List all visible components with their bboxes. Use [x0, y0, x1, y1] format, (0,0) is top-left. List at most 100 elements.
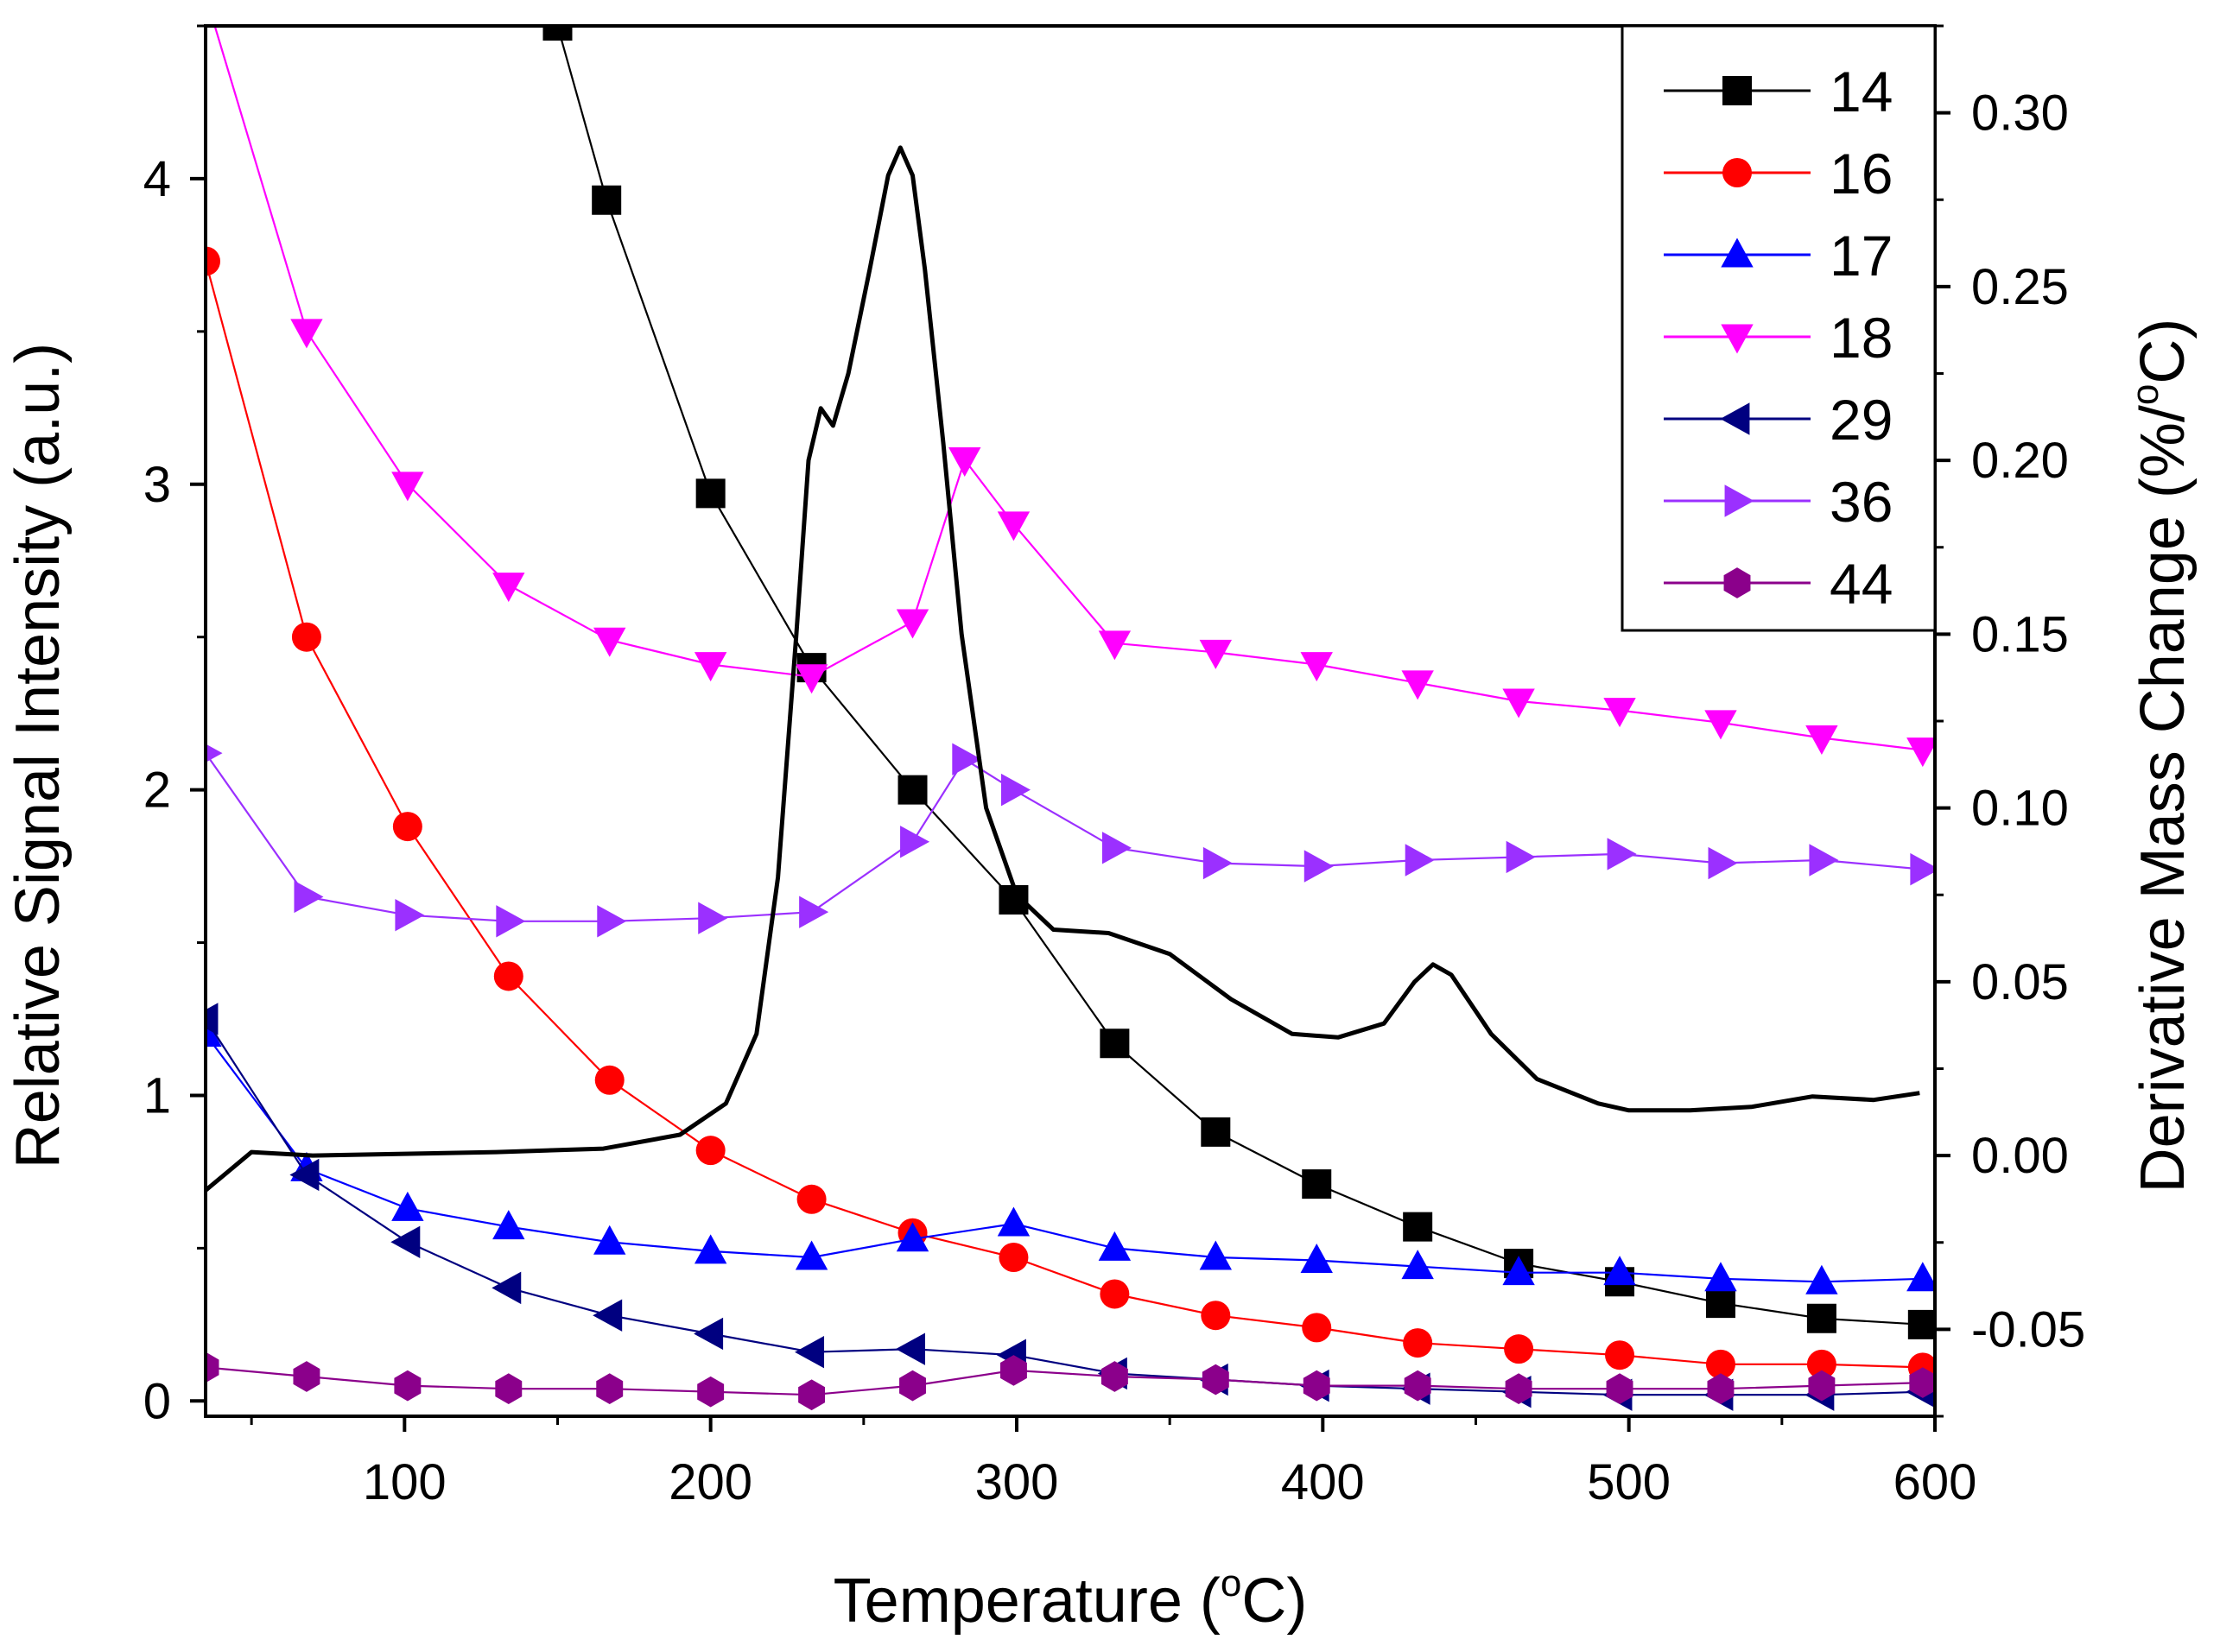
data-point-36	[1000, 773, 1031, 807]
data-point-44	[1606, 1373, 1633, 1405]
legend-marker	[1720, 402, 1750, 435]
data-point-18	[948, 447, 981, 478]
y-right-tick-label: 0.15	[1971, 606, 2069, 662]
data-point-36	[900, 826, 930, 858]
y-left-tick-label: 0	[143, 1373, 171, 1429]
data-point-14	[1403, 1212, 1433, 1242]
x-tick-label: 300	[975, 1454, 1059, 1510]
data-point-36	[1708, 846, 1738, 880]
data-point-36	[1101, 832, 1132, 864]
data-point-44	[1707, 1373, 1735, 1405]
data-point-16	[493, 961, 523, 991]
data-point-44	[999, 1355, 1027, 1386]
legend-item-16: 16	[1664, 142, 1893, 206]
data-point-44	[899, 1370, 926, 1402]
data-point-17	[1906, 1262, 1935, 1292]
data-point-44	[1909, 1367, 1935, 1398]
data-point-14	[695, 478, 726, 509]
data-point-29	[694, 1317, 724, 1351]
data-point-18	[290, 319, 323, 349]
legend-label: 16	[1830, 142, 1893, 206]
data-point-29	[492, 1271, 522, 1305]
series-line-derivative-mass-change	[206, 145, 1920, 1193]
plot-area	[189, 0, 1935, 1411]
legend-item-17: 17	[1664, 224, 1893, 288]
data-point-36	[597, 905, 627, 938]
data-point-36	[1607, 838, 1637, 870]
data-point-18	[1401, 670, 1434, 700]
data-point-17	[1199, 1240, 1233, 1270]
legend-item-18: 18	[1664, 306, 1893, 370]
data-point-16	[392, 812, 422, 842]
series-line-14	[556, 26, 1923, 1326]
data-point-17	[896, 1222, 929, 1252]
legend-label: 18	[1830, 306, 1893, 370]
data-point-44	[1808, 1370, 1836, 1402]
data-point-44	[1303, 1370, 1330, 1402]
data-point-18	[189, 0, 221, 12]
data-point-18	[1603, 698, 1636, 728]
data-point-18	[795, 664, 828, 694]
data-point-18	[391, 472, 424, 502]
legend-item-14: 14	[1664, 60, 1893, 123]
legend: 14 16 17 18 29 36 44	[1621, 24, 1937, 632]
legend-marker	[1721, 324, 1754, 354]
data-point-14	[1907, 1309, 1935, 1339]
series-18	[189, 0, 1935, 768]
data-point-17	[391, 1191, 424, 1221]
data-point-16	[1806, 1349, 1836, 1379]
legend-label: 44	[1830, 552, 1893, 616]
data-point-14	[1806, 1303, 1836, 1333]
y-left-tick-label: 1	[143, 1067, 171, 1123]
data-point-16	[1403, 1328, 1433, 1358]
data-point-17	[1401, 1250, 1434, 1280]
series-16	[206, 246, 1935, 1383]
series-29	[206, 1003, 1935, 1411]
data-point-36	[1910, 852, 1935, 886]
data-point-18	[593, 627, 626, 657]
data-point-17	[593, 1225, 626, 1255]
data-point-14	[999, 885, 1029, 915]
x-tick-label: 100	[363, 1454, 447, 1510]
data-point-36	[1303, 850, 1334, 883]
data-point-18	[694, 652, 727, 682]
data-point-29	[795, 1335, 825, 1369]
data-point-18	[1906, 737, 1935, 768]
data-point-16	[1100, 1279, 1130, 1309]
data-point-14	[1100, 1029, 1130, 1059]
data-point-17	[1502, 1256, 1535, 1286]
data-point-44	[394, 1370, 422, 1402]
data-point-44	[293, 1361, 320, 1392]
data-point-17	[795, 1240, 828, 1270]
legend-item-36: 36	[1664, 470, 1893, 534]
data-point-29	[895, 1332, 925, 1365]
legend-marker	[1721, 237, 1754, 268]
data-point-17	[492, 1210, 525, 1240]
y-right-tick-label: -0.05	[1971, 1301, 2085, 1358]
x-tick-label: 500	[1587, 1454, 1671, 1510]
data-point-36	[496, 905, 526, 938]
x-axis-title: Temperature (oC)	[834, 1562, 1308, 1636]
data-point-17	[1704, 1262, 1737, 1292]
data-point-16	[999, 1243, 1029, 1272]
y-right-tick-label: 0.05	[1971, 954, 2069, 1010]
data-point-16	[1504, 1334, 1534, 1364]
data-point-44	[1100, 1361, 1128, 1392]
y-right-tick-label: 0.25	[1971, 259, 2069, 315]
legend-item-29: 29	[1664, 388, 1893, 452]
data-point-14	[592, 185, 622, 215]
y-left-tick-label: 4	[143, 151, 171, 207]
data-point-44	[1404, 1370, 1431, 1402]
series-17	[206, 1017, 1935, 1294]
data-point-14	[898, 775, 928, 805]
data-point-17	[1300, 1243, 1333, 1273]
legend-item-44: 44	[1664, 552, 1893, 616]
series-line-44	[206, 1366, 1923, 1396]
data-point-17	[1603, 1256, 1636, 1286]
series-line-36	[206, 752, 1923, 922]
data-point-14	[1302, 1169, 1332, 1199]
data-point-16	[695, 1136, 726, 1166]
legend-marker	[1722, 76, 1752, 105]
